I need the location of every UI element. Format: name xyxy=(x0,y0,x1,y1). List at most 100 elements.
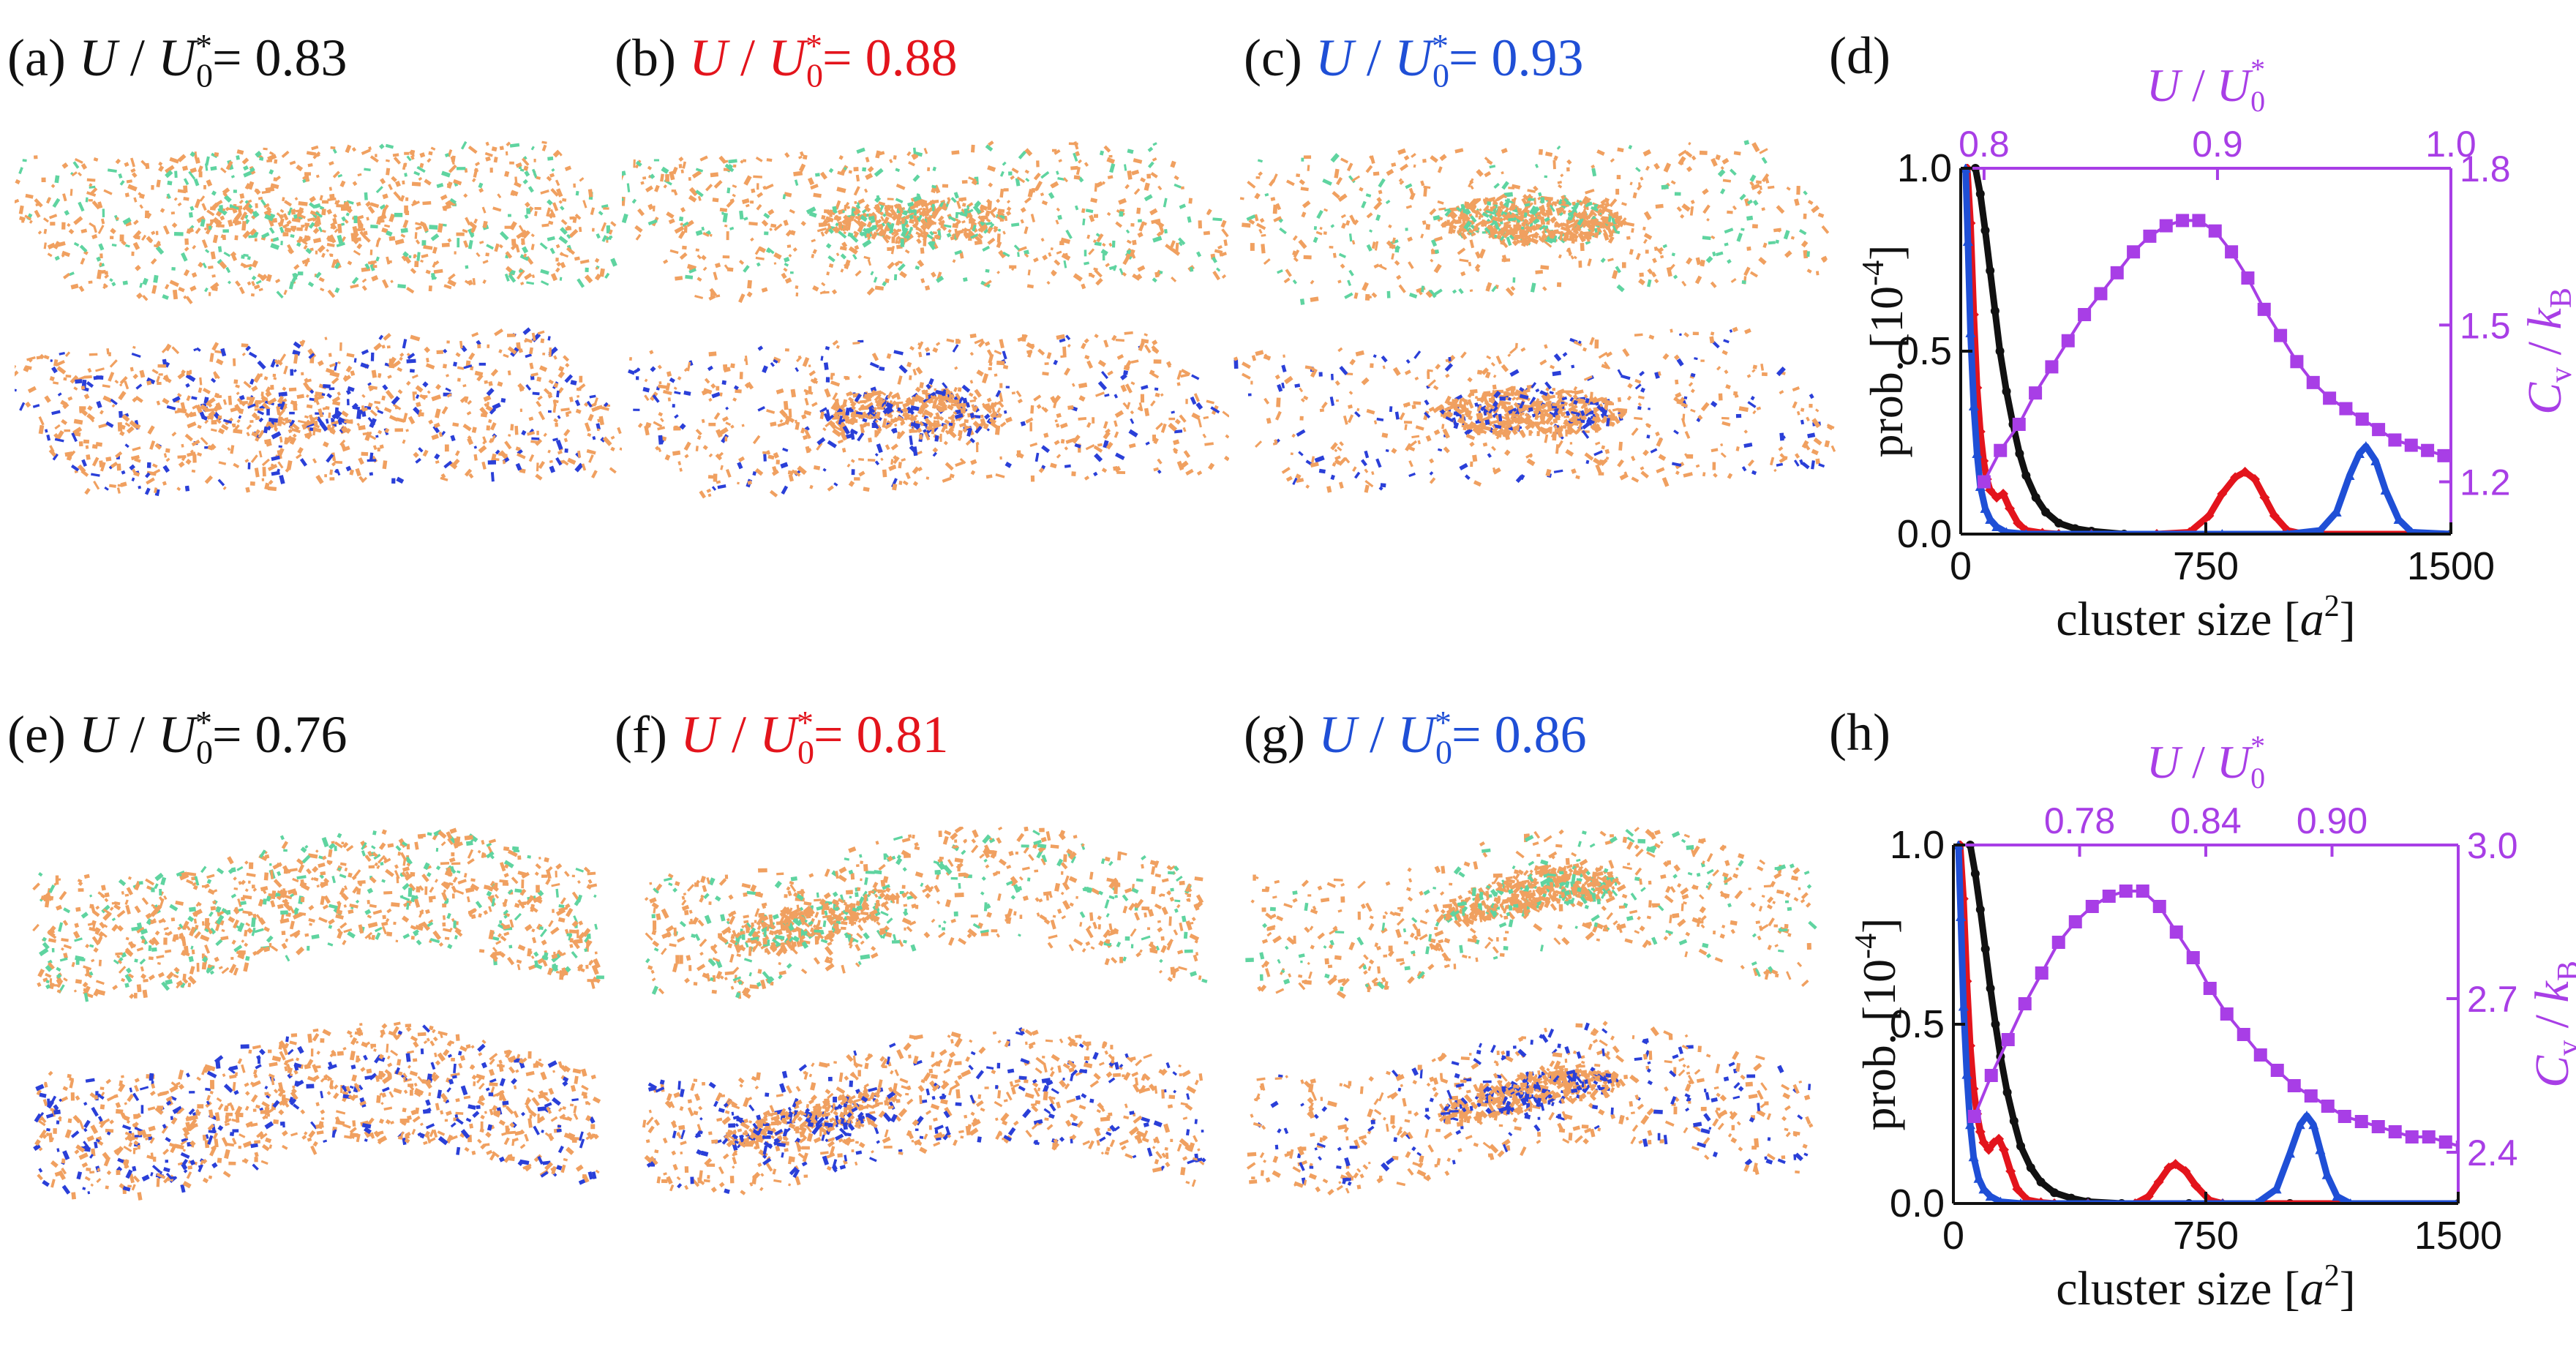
panel-d-tag: (d) xyxy=(1829,26,1890,85)
series-red-point xyxy=(2259,492,2270,503)
series-red-point xyxy=(1961,976,1972,987)
panel-a-tag: (a) xyxy=(7,29,66,87)
series-Cv-point xyxy=(2241,271,2255,285)
series-blue-point xyxy=(2315,525,2325,534)
series-blue-point xyxy=(2393,514,2404,524)
series-Cv-point xyxy=(2323,391,2337,405)
series-Cv-point xyxy=(2304,1089,2318,1103)
membrane-sheet-top xyxy=(1245,827,1817,999)
panel-f-value: = 0.81 xyxy=(813,705,949,764)
series-red-point xyxy=(2143,1191,2154,1202)
panel-c-value: = 0.93 xyxy=(1448,29,1584,87)
y-axis-label: prob. [10-4] xyxy=(1857,245,1912,458)
series-blue-point xyxy=(1972,448,1983,458)
series-black-point xyxy=(1975,905,1985,915)
y-tick-label: 0.5 xyxy=(1897,329,1952,373)
y-tick-label: 1.0 xyxy=(1890,823,1945,867)
series-Cv-line xyxy=(1983,219,2445,483)
x-tick-label: 750 xyxy=(2173,544,2239,588)
series-Cv-point xyxy=(2405,1130,2419,1143)
panel-g-value: = 0.86 xyxy=(1451,705,1587,764)
right-tick-label: 3.0 xyxy=(2467,825,2518,866)
series-black-point xyxy=(1995,347,2005,356)
series-red-point xyxy=(1999,1144,2009,1155)
series-Cv-point xyxy=(2388,1125,2402,1138)
series-blue-point xyxy=(1997,1196,2005,1203)
y-tick-label: 1.0 xyxy=(1897,146,1952,190)
series-blue-line xyxy=(1962,168,2451,534)
series-red-point xyxy=(1975,1127,1986,1137)
series-Cv-point xyxy=(2159,219,2173,233)
series-Cv-point xyxy=(2051,936,2065,949)
right-tick-label: 1.2 xyxy=(2460,462,2511,503)
series-Cv-point xyxy=(2437,448,2451,462)
panel-f-tag: (f) xyxy=(615,705,667,764)
series-black-point xyxy=(2050,1188,2059,1198)
series-Cv-point xyxy=(2102,890,2116,903)
series-Cv-point xyxy=(2290,355,2304,369)
series-Cv-point xyxy=(2270,1064,2284,1077)
series-black-point xyxy=(1970,869,1980,879)
series-red-markers xyxy=(1955,841,2458,1203)
membrane-sheet-top xyxy=(15,140,617,304)
series-black-point xyxy=(2031,493,2040,502)
panel-b-eq: U / U0*= 0.88 xyxy=(688,27,958,94)
series-Cv-point xyxy=(2257,302,2271,316)
x-tick-label: 750 xyxy=(2173,1214,2239,1258)
x-tick-label: 0 xyxy=(1942,1214,1964,1258)
x-tick-label: 1500 xyxy=(2414,1214,2502,1258)
series-blue-point xyxy=(1962,236,1973,246)
series-Cv-point xyxy=(2152,900,2166,913)
x-tick-label: 0 xyxy=(1950,544,1972,588)
series-Cv-point xyxy=(2422,1130,2436,1143)
top-axis-label: U / U0* xyxy=(2147,53,2265,118)
membrane-sheet-top xyxy=(1239,140,1830,305)
y-tick-label: 0.5 xyxy=(1890,1002,1945,1046)
top-axis-label: U / U0* xyxy=(2147,729,2265,795)
right-axis-label: Cv / kB xyxy=(2526,961,2576,1088)
top-tick-label: 0.78 xyxy=(2044,800,2115,841)
series-Cv-point xyxy=(2372,423,2386,437)
series-Cv-point xyxy=(2068,915,2082,928)
y-tick-label: 0.0 xyxy=(1897,512,1952,556)
series-Cv-point xyxy=(2438,1135,2452,1149)
series-blue-point xyxy=(2354,448,2365,458)
x-tick-label: 1500 xyxy=(2407,544,2495,588)
series-black-point xyxy=(2009,1116,2019,1126)
series-blue-point xyxy=(1978,1184,1989,1194)
series-blue-point xyxy=(2271,1184,2282,1194)
series-blue-point xyxy=(1968,401,1979,410)
series-Cv-point xyxy=(1984,1069,1998,1082)
series-red-point xyxy=(1972,383,1983,393)
series-blue-point xyxy=(2332,1191,2343,1201)
series-Cv-point xyxy=(2035,966,2049,980)
series-black-point xyxy=(2041,508,2051,517)
series-blue-point xyxy=(1965,1119,1975,1130)
series-Cv-point xyxy=(1994,443,2008,457)
series-red-point xyxy=(2013,518,2024,528)
series-Cv-point xyxy=(2176,214,2190,228)
series-Cv-point xyxy=(2354,1115,2368,1128)
series-Cv-markers xyxy=(1967,885,2458,1154)
series-blue-point xyxy=(1956,912,1967,921)
panel-g-label: (g) U / U0*= 0.86 xyxy=(1244,706,1587,769)
membrane-sheet-bottom xyxy=(628,331,1229,499)
series-blue-point xyxy=(1968,1152,1979,1162)
right-tick-label: 1.5 xyxy=(2460,305,2511,346)
series-red-point xyxy=(2005,1165,2016,1176)
series-black-point xyxy=(2015,449,2024,458)
membrane-sheet-bottom xyxy=(1233,326,1836,493)
series-Cv-point xyxy=(2237,1028,2250,1041)
top-tick-label: 1.0 xyxy=(2425,124,2477,165)
series-Cv-point xyxy=(2143,229,2157,243)
series-red-point xyxy=(2012,1184,2023,1195)
panel-d-label: (d) xyxy=(1829,29,1890,82)
series-red-point xyxy=(2180,1165,2191,1176)
series-blue-point xyxy=(1961,1069,1972,1079)
series-black-point xyxy=(2021,471,2031,480)
series-black-markers xyxy=(1966,841,2458,1203)
series-black-point xyxy=(1990,307,1999,315)
series-black-point xyxy=(1986,266,1995,275)
top-tick-label: 0.90 xyxy=(2297,800,2367,841)
membrane-sheet-bottom xyxy=(15,327,622,497)
